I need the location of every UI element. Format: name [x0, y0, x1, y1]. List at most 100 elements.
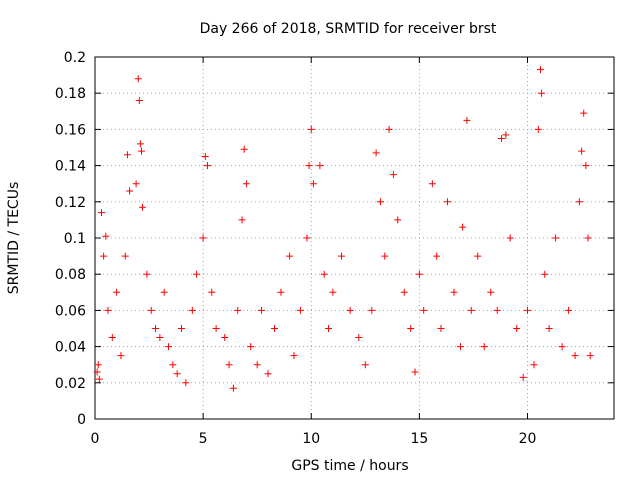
data-point	[199, 234, 207, 242]
data-point	[586, 352, 594, 360]
data-point	[584, 234, 592, 242]
data-point	[376, 198, 384, 206]
data-point	[437, 325, 445, 332]
x-tick-label: 15	[410, 431, 428, 447]
data-point	[536, 66, 544, 74]
data-point	[123, 151, 131, 159]
chart-title: Day 266 of 2018, SRMTID for receiver brs…	[200, 21, 497, 37]
data-point	[394, 216, 402, 224]
data-point	[459, 223, 467, 231]
x-axis-title: GPS time / hours	[291, 458, 408, 474]
data-point	[242, 180, 250, 188]
data-point	[132, 180, 140, 188]
data-point	[173, 370, 181, 378]
data-point	[240, 145, 248, 153]
data-point	[221, 334, 229, 342]
data-point	[474, 252, 482, 260]
data-point	[253, 361, 261, 369]
data-point	[450, 288, 458, 296]
data-point	[225, 361, 233, 369]
data-point	[558, 343, 566, 351]
data-point	[95, 375, 103, 383]
y-tick-label: 0.2	[64, 50, 86, 66]
data-point	[102, 232, 110, 240]
data-point	[229, 384, 237, 392]
data-point	[134, 75, 142, 83]
data-point	[307, 125, 315, 133]
data-point	[443, 198, 451, 206]
data-point	[530, 361, 538, 369]
data-point	[126, 187, 134, 195]
data-point	[156, 334, 164, 342]
data-point	[580, 109, 588, 117]
data-point	[117, 352, 125, 360]
data-point	[545, 325, 553, 332]
data-point	[456, 343, 464, 351]
data-point	[506, 234, 514, 242]
data-point	[137, 147, 145, 155]
data-point	[113, 288, 121, 296]
data-point	[182, 379, 190, 387]
y-tick-label: 0.02	[55, 376, 86, 392]
data-point	[487, 288, 495, 296]
data-point	[493, 306, 501, 314]
data-point	[208, 288, 216, 296]
data-point	[463, 116, 471, 124]
data-point	[309, 180, 317, 188]
data-point	[212, 325, 220, 332]
data-point	[325, 325, 333, 332]
data-point	[93, 368, 101, 376]
data-point	[121, 252, 129, 260]
y-tick-label: 0.16	[55, 122, 86, 138]
data-point	[178, 325, 185, 332]
data-point	[286, 252, 294, 260]
y-tick-label: 0	[77, 412, 86, 428]
data-point	[316, 162, 324, 170]
data-point	[290, 352, 298, 360]
y-axis-title: SRMTID / TECUs	[6, 182, 22, 295]
data-point	[407, 325, 415, 332]
data-point	[513, 325, 521, 332]
y-tick-label: 0.04	[55, 340, 86, 356]
data-point	[160, 288, 168, 296]
data-point	[97, 209, 105, 217]
y-tick-label: 0.06	[55, 303, 86, 319]
y-tick-label: 0.08	[55, 267, 86, 283]
data-point	[372, 149, 380, 157]
data-point	[320, 270, 328, 278]
data-point	[355, 334, 363, 342]
data-point	[94, 361, 102, 369]
x-tick-label: 10	[302, 431, 320, 447]
data-point	[329, 288, 337, 296]
tick-labels: 0 0.02 0.04 0.06 0.08 0.1 0.12 0.14 0.16 0.18 0.2 0…	[55, 50, 537, 447]
data-point	[247, 343, 255, 351]
x-tick-label: 5	[199, 431, 208, 447]
data-point	[498, 134, 506, 142]
data-point	[467, 306, 475, 314]
data-point	[100, 252, 108, 260]
data-point	[541, 270, 549, 278]
data-point	[305, 162, 313, 170]
y-tick-label: 0.18	[55, 86, 86, 102]
axis-ticks	[94, 56, 614, 420]
data-point	[582, 162, 590, 170]
data-point	[385, 125, 393, 133]
x-tick-label: 0	[91, 431, 100, 447]
data-point	[361, 361, 369, 369]
data-points	[93, 66, 594, 392]
data-point	[571, 352, 579, 360]
data-point	[296, 306, 304, 314]
data-point	[201, 153, 209, 161]
data-point	[203, 162, 211, 170]
data-point	[534, 125, 542, 133]
data-point	[381, 252, 389, 260]
data-point	[147, 306, 155, 314]
y-tick-label: 0.14	[55, 159, 86, 175]
data-point	[565, 306, 573, 314]
y-tick-label: 0.12	[55, 195, 86, 211]
data-point	[519, 373, 527, 381]
data-point	[152, 325, 160, 332]
data-point	[188, 306, 196, 314]
data-point	[169, 361, 177, 369]
